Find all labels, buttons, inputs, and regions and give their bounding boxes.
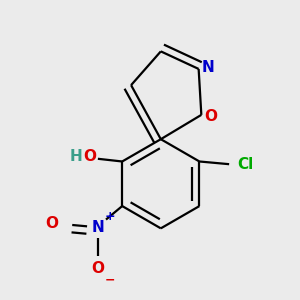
Text: O: O [45,216,58,231]
Text: −: − [105,274,115,287]
Text: H: H [70,148,83,164]
Text: O: O [83,148,96,164]
Text: N: N [202,60,214,75]
Text: O: O [204,109,217,124]
Text: +: + [105,210,116,224]
Text: Cl: Cl [237,157,254,172]
Text: O: O [92,261,104,276]
Text: N: N [92,220,104,235]
